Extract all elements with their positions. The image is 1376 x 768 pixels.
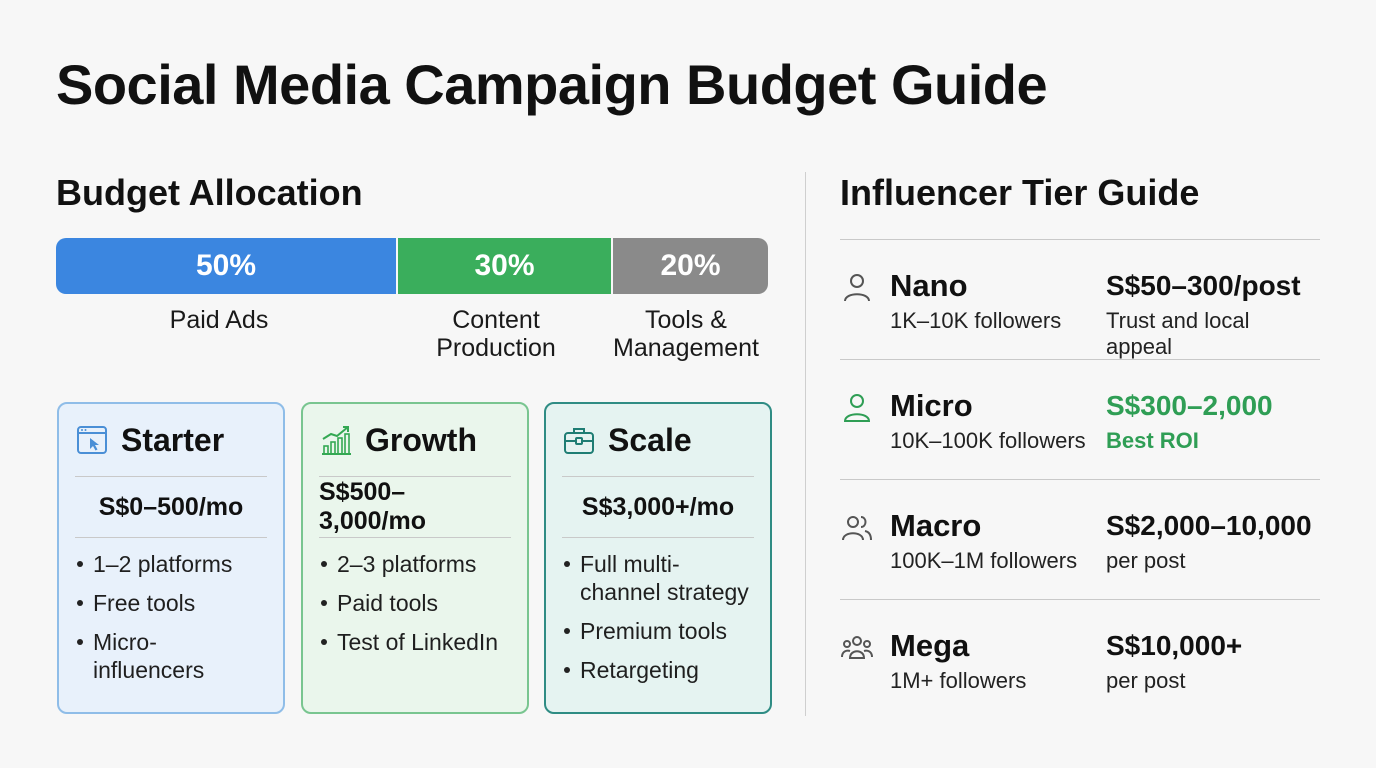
influencer-note: per post — [1106, 668, 1186, 693]
budget-allocation-bar: 50% 30% 20% — [56, 238, 768, 294]
influencer-row-nano: Nano 1K–10K followers S$50–300/post Trus… — [840, 239, 1320, 359]
group-icon — [841, 636, 873, 659]
budget-allocation-heading: Budget Allocation — [56, 172, 363, 213]
influencer-row-macro: Macro 100K–1M followers S$2,000–10,000 p… — [840, 479, 1320, 599]
influencer-note: Best ROI — [1106, 428, 1199, 453]
influencer-tier-heading: Influencer Tier Guide — [840, 172, 1200, 213]
card-header: Scale — [562, 404, 754, 477]
card-header: Starter — [75, 404, 267, 477]
allocation-percent: 50% — [195, 249, 257, 282]
tier-card-starter: Starter S$0–500/mo 1–2 platforms Free to… — [57, 402, 285, 714]
list-item: 2–3 platforms — [319, 550, 511, 578]
tier-name: Starter — [121, 421, 225, 458]
tier-feature-list: 1–2 platforms Free tools Micro-influence… — [75, 550, 267, 684]
influencer-note: per post — [1106, 548, 1186, 573]
allocation-percent: 20% — [660, 249, 721, 282]
growth-chart-icon — [322, 426, 351, 455]
allocation-segment-content: 30% — [396, 238, 611, 294]
list-item: 1–2 platforms — [75, 550, 267, 578]
tier-feature-list: Full multi-channel strategy Premium tool… — [562, 550, 754, 684]
card-header: Growth — [319, 404, 511, 477]
allocation-segment-tools: 20% — [611, 238, 768, 294]
allocation-label-content: Content Production — [436, 306, 556, 362]
browser-cursor-icon — [77, 426, 107, 454]
list-item: Premium tools — [562, 617, 754, 645]
list-item: Full multi-channel strategy — [562, 550, 754, 606]
influencer-followers: 1K–10K followers — [890, 308, 1062, 333]
two-people-icon — [842, 516, 872, 541]
allocation-segment-paid-ads: 50% — [56, 238, 396, 294]
influencer-row-micro: Micro 10K–100K followers S$300–2,000 Bes… — [840, 359, 1320, 479]
influencer-row-mega: Mega 1M+ followers S$10,000+ per post — [840, 599, 1320, 719]
list-item: Micro-influencers — [75, 628, 267, 684]
influencer-tier-name: Micro — [890, 388, 973, 423]
influencer-tier-name: Macro — [890, 508, 982, 543]
tier-card-growth: Growth S$500–3,000/mo 2–3 platforms Paid… — [301, 402, 529, 714]
influencer-followers: 100K–1M followers — [890, 548, 1078, 573]
influencer-followers: 1M+ followers — [890, 668, 1027, 693]
influencer-price: S$2,000–10,000 — [1106, 510, 1312, 541]
allocation-percent: 30% — [474, 249, 535, 282]
list-item: Paid tools — [319, 589, 511, 617]
tier-price: S$0–500/mo — [75, 477, 267, 538]
influencer-price: S$300–2,000 — [1106, 390, 1273, 421]
influencer-tier-name: Nano — [890, 268, 968, 303]
briefcase-icon — [564, 428, 594, 454]
list-item: Retargeting — [562, 656, 754, 684]
tier-price: S$3,000+/mo — [562, 477, 754, 538]
influencer-note: Trust and local appeal — [1106, 308, 1250, 359]
allocation-label-paid-ads: Paid Ads — [169, 306, 269, 334]
allocation-label-tools: Tools & Management — [613, 306, 759, 362]
tier-name: Growth — [365, 421, 477, 458]
person-icon — [843, 394, 871, 422]
influencer-price: S$10,000+ — [1106, 630, 1243, 661]
list-item: Test of LinkedIn — [319, 628, 511, 656]
tier-card-scale: Scale S$3,000+/mo Full multi-channel str… — [544, 402, 772, 714]
person-icon — [844, 274, 870, 302]
influencer-tier-name: Mega — [890, 628, 970, 663]
influencer-tier-list: Nano 1K–10K followers S$50–300/post Trus… — [840, 239, 1320, 719]
list-item: Free tools — [75, 589, 267, 617]
tier-name: Scale — [608, 421, 692, 458]
allocation-labels: Paid Ads Content Production Tools & Mana… — [56, 306, 768, 376]
tier-price: S$500–3,000/mo — [319, 477, 511, 538]
tier-feature-list: 2–3 platforms Paid tools Test of LinkedI… — [319, 550, 511, 656]
influencer-price: S$50–300/post — [1106, 270, 1301, 301]
section-divider — [805, 172, 806, 716]
influencer-followers: 10K–100K followers — [890, 428, 1086, 453]
page-title: Social Media Campaign Budget Guide — [56, 53, 1048, 116]
